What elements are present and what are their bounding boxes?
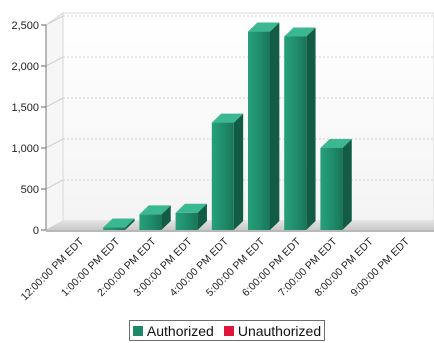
- bar-top: [211, 113, 244, 123]
- bar-side: [342, 139, 352, 230]
- y-axis: 0 500 1,000 1,500 2,000 2,500: [11, 20, 47, 237]
- grid-line-side: [45, 179, 64, 190]
- y-tick-label: 500: [21, 184, 39, 196]
- bar-front: [139, 214, 162, 230]
- y-tick-label: 0: [33, 225, 39, 237]
- bar-top: [248, 22, 280, 32]
- bar-top: [103, 218, 135, 228]
- bar-front: [320, 148, 343, 230]
- legend-swatch-unauthorized: [223, 325, 234, 336]
- bar-top: [139, 205, 171, 215]
- bar: [103, 218, 135, 230]
- bar: [175, 203, 207, 230]
- bar-front: [248, 31, 270, 231]
- bar-front: [103, 227, 126, 230]
- legend-label-unauthorized: Unauthorized: [237, 322, 322, 339]
- bar: [320, 139, 352, 230]
- legend-item-authorized[interactable]: Authorized: [132, 322, 214, 339]
- bar-side: [125, 218, 135, 230]
- grid-line-side: [45, 15, 64, 26]
- legend-swatch-authorized: [132, 325, 143, 336]
- bar-top: [175, 203, 207, 213]
- bar-side: [270, 22, 280, 231]
- grid-line-side: [45, 138, 64, 149]
- grid-line-side: [45, 56, 64, 67]
- x-tick-label: 12:00:00 PM EDT: [19, 235, 87, 303]
- side-wall: [45, 12, 64, 231]
- bar: [139, 205, 171, 230]
- bars: [103, 22, 352, 231]
- bar-side: [306, 27, 316, 231]
- legend: Authorized Unauthorized: [129, 320, 325, 341]
- bar-top: [284, 27, 316, 37]
- y-tick-label: 2,500: [11, 20, 39, 32]
- bar-front: [284, 36, 307, 231]
- bar: [211, 113, 244, 230]
- bar-side: [233, 113, 244, 230]
- y-tick-label: 1,000: [11, 143, 39, 155]
- bar-side: [197, 203, 207, 230]
- bar: [248, 22, 280, 231]
- bar-front: [211, 122, 234, 230]
- bar-side: [161, 205, 171, 230]
- legend-label-authorized: Authorized: [146, 322, 214, 339]
- bar-front: [175, 212, 198, 230]
- bar: [284, 27, 316, 231]
- y-tick-label: 2,000: [11, 61, 39, 73]
- floor-edge: [46, 230, 434, 232]
- grid-line-side: [45, 97, 64, 108]
- y-tick-label: 1,500: [11, 102, 39, 114]
- bar-top: [320, 139, 352, 148]
- legend-item-unauthorized[interactable]: Unauthorized: [223, 322, 322, 339]
